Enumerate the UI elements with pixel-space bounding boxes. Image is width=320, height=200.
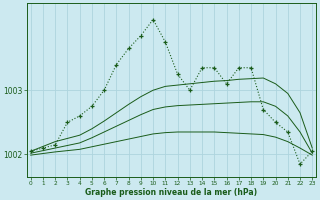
X-axis label: Graphe pression niveau de la mer (hPa): Graphe pression niveau de la mer (hPa) bbox=[85, 188, 258, 197]
